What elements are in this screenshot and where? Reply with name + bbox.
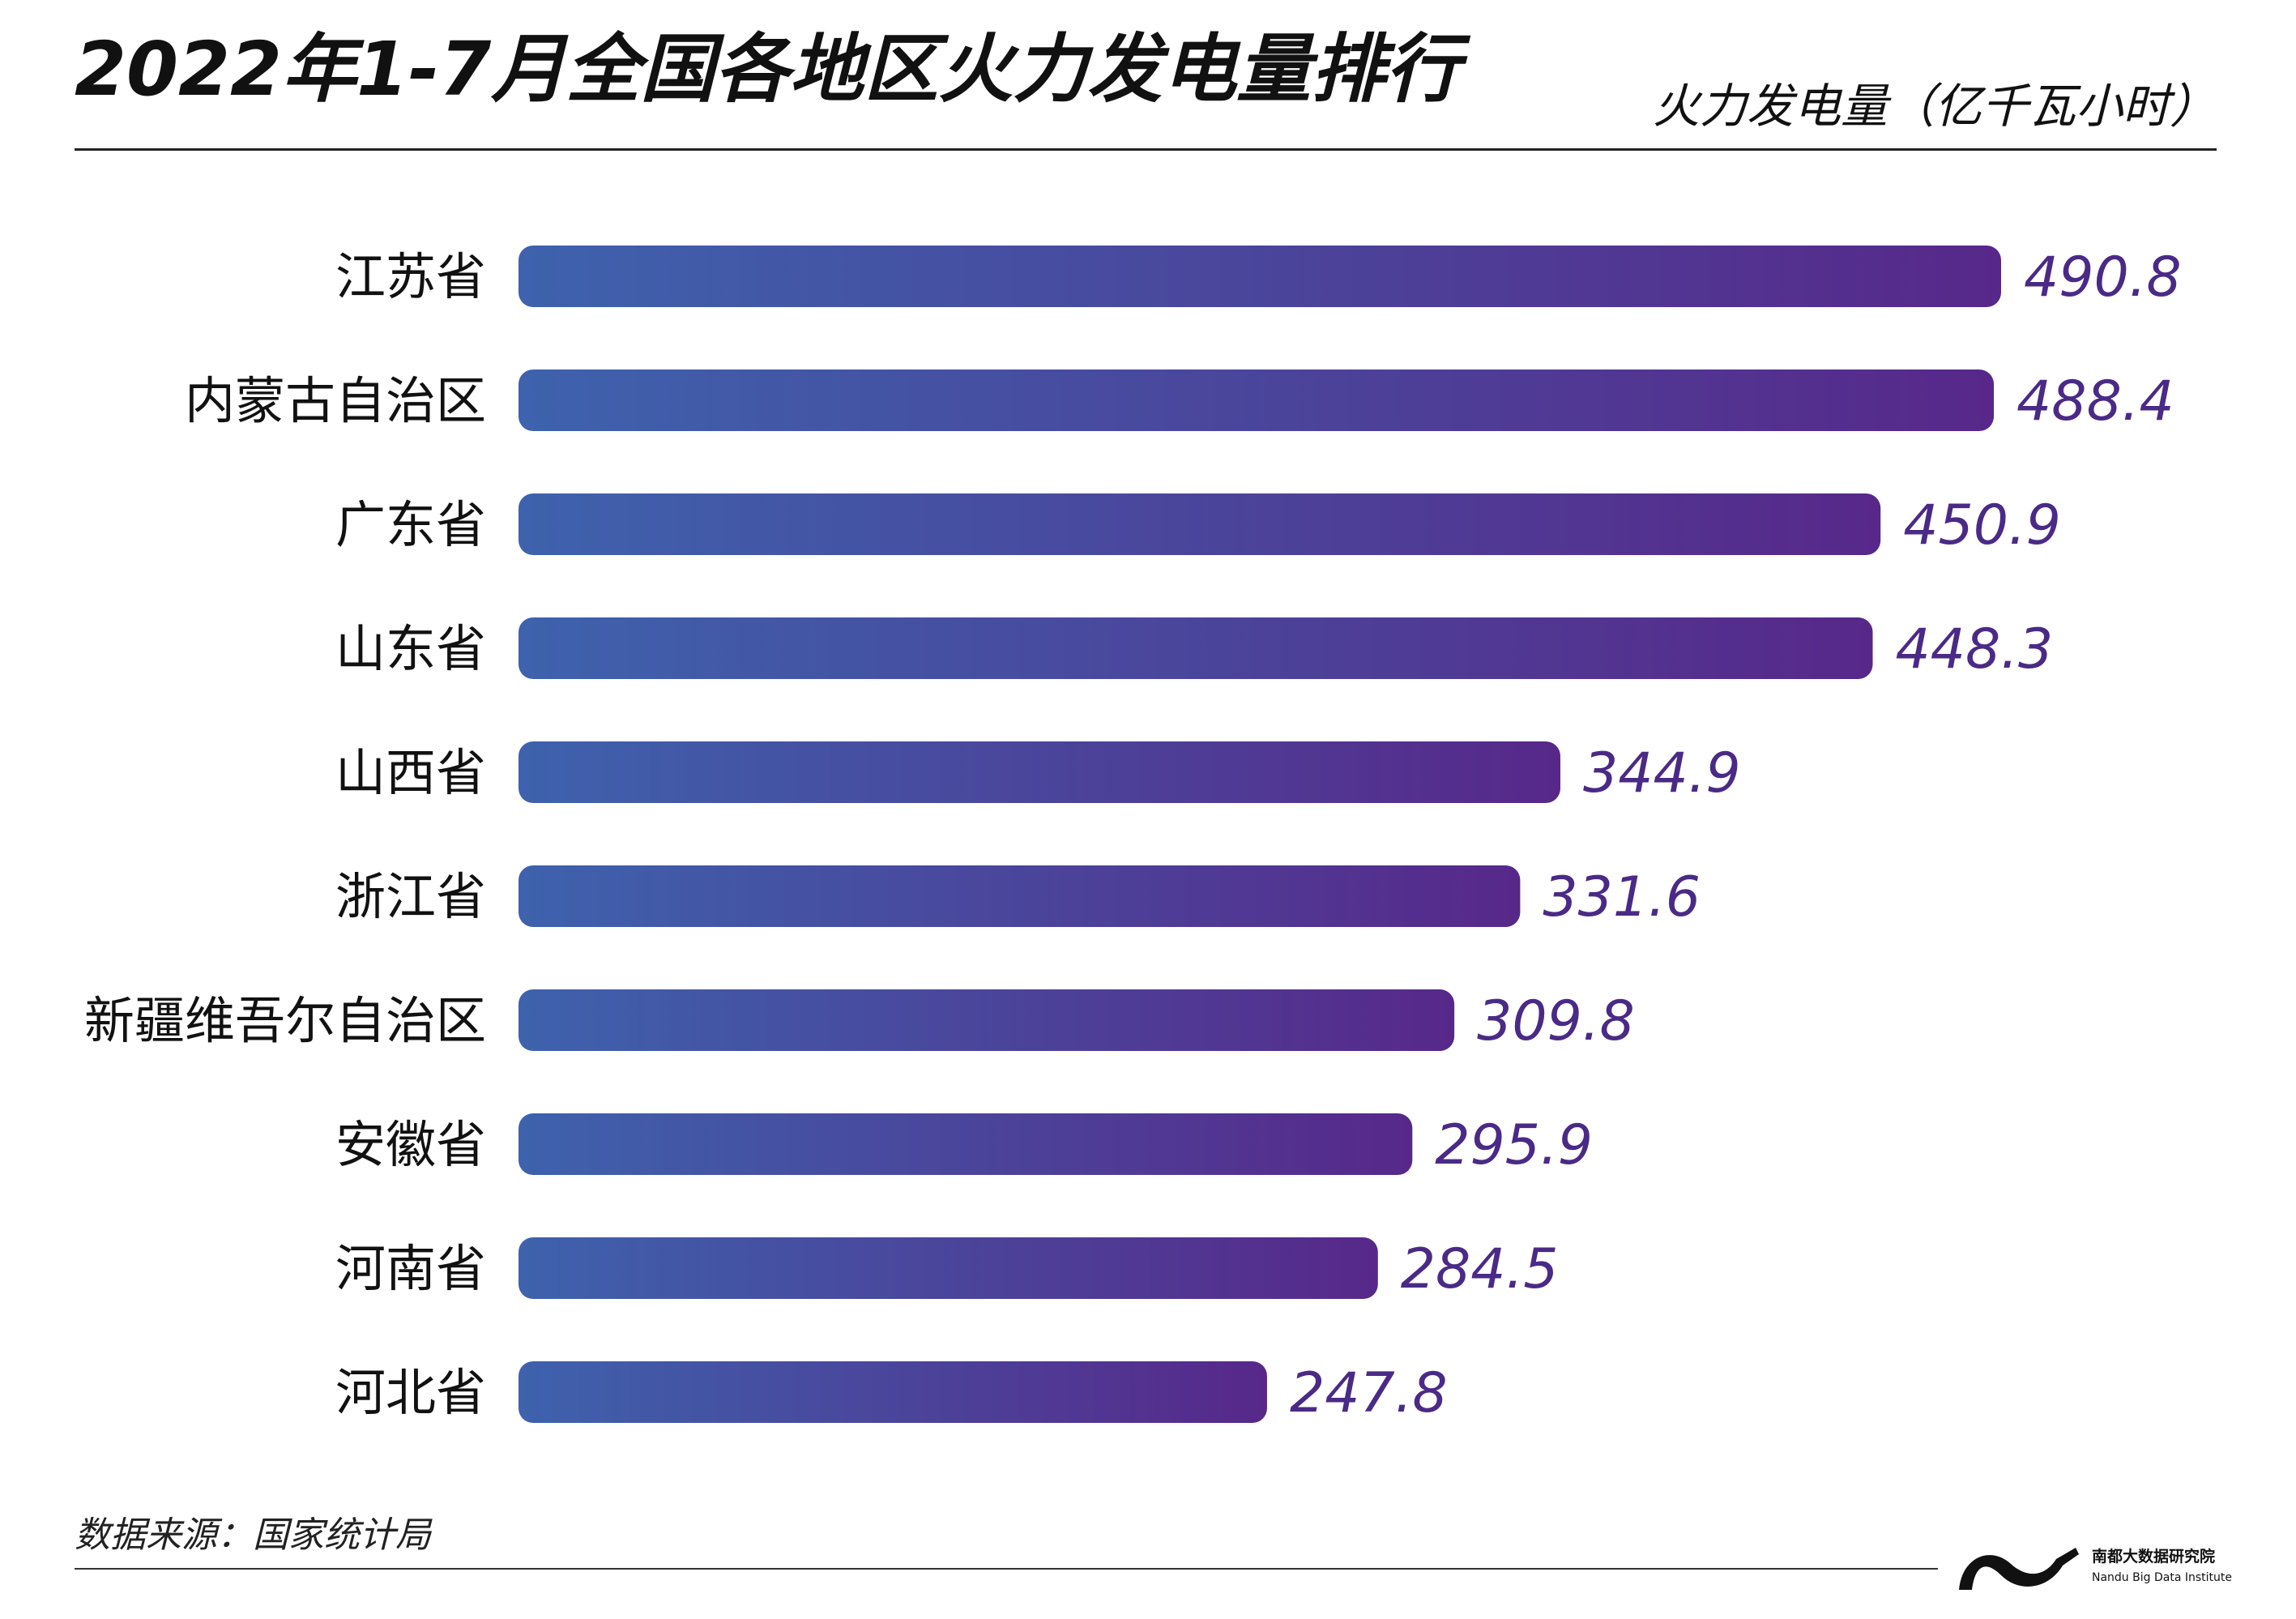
value-label: 488.4: [2016, 370, 2174, 434]
value-label: 331.6: [1543, 865, 1701, 929]
bar: [519, 617, 1873, 679]
data-source: 数据来源：国家统计局: [75, 1514, 431, 1556]
bar: [519, 989, 1455, 1051]
nandu-logo-icon: [1959, 1548, 2079, 1590]
value-label: 247.8: [1290, 1361, 1448, 1425]
logo-text-en: Nandu Big Data Institute: [2092, 1571, 2232, 1584]
bar: [519, 370, 1995, 431]
bar: [519, 493, 1881, 555]
category-label: 山东省: [335, 619, 486, 678]
bar: [519, 1361, 1267, 1423]
category-label: 内蒙古自治区: [185, 371, 486, 430]
logo-text-cn: 南都大数据研究院: [2092, 1548, 2216, 1566]
value-label: 450.9: [1903, 493, 2061, 557]
header-divider: [75, 148, 2217, 151]
footer-divider: [75, 1568, 1938, 1570]
value-label: 490.8: [2024, 246, 2182, 310]
value-label: 309.8: [1477, 989, 1635, 1053]
chart-title: 2022年1-7月全国各地区火力发电量排行: [75, 26, 1461, 113]
bar: [519, 865, 1521, 927]
value-label: 295.9: [1435, 1113, 1593, 1177]
category-label: 江苏省: [335, 247, 486, 306]
category-label: 河南省: [335, 1239, 486, 1298]
category-label: 安徽省: [335, 1115, 486, 1174]
value-label: 448.3: [1896, 617, 2054, 681]
category-label: 浙江省: [335, 867, 486, 926]
value-label: 284.5: [1401, 1237, 1559, 1301]
value-label: 344.9: [1583, 741, 1741, 805]
unit-label: 火力发电量（亿千瓦小时）: [1652, 79, 2217, 134]
category-label: 新疆维吾尔自治区: [84, 991, 486, 1050]
bar: [519, 1237, 1378, 1299]
category-label: 山西省: [335, 743, 486, 802]
bar: [519, 1113, 1413, 1175]
category-label: 河北省: [335, 1363, 486, 1422]
bar: [519, 741, 1560, 803]
bar: [519, 246, 2001, 307]
category-label: 广东省: [335, 495, 486, 554]
